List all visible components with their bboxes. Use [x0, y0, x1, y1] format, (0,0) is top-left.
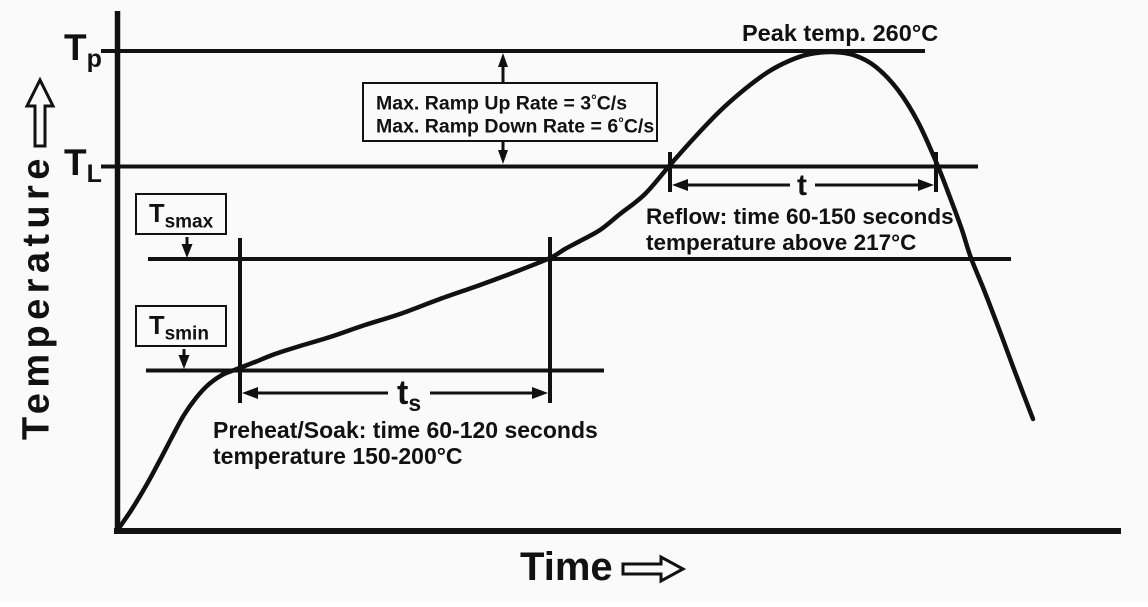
svg-text:Time: Time: [520, 545, 613, 589]
svg-text:Preheat/Soak: time 60-120 seco: Preheat/Soak: time 60-120 seconds: [213, 417, 598, 443]
svg-text:t: t: [797, 169, 807, 202]
svg-text:Temperature: Temperature: [16, 153, 58, 440]
svg-text:Peak temp. 260°C: Peak temp. 260°C: [742, 20, 938, 46]
svg-text:Max. Ramp Up Rate = 3°C/s: Max. Ramp Up Rate = 3°C/s: [376, 92, 627, 115]
svg-text:Tp: Tp: [64, 27, 102, 73]
svg-text:Reflow: time 60-150 seconds: Reflow: time 60-150 seconds: [646, 204, 954, 229]
svg-text:Max. Ramp Down Rate = 6°C/s: Max. Ramp Down Rate = 6°C/s: [376, 115, 654, 138]
svg-text:temperature 150-200°C: temperature 150-200°C: [213, 443, 463, 469]
svg-text:temperature above 217°C: temperature above 217°C: [646, 230, 916, 255]
